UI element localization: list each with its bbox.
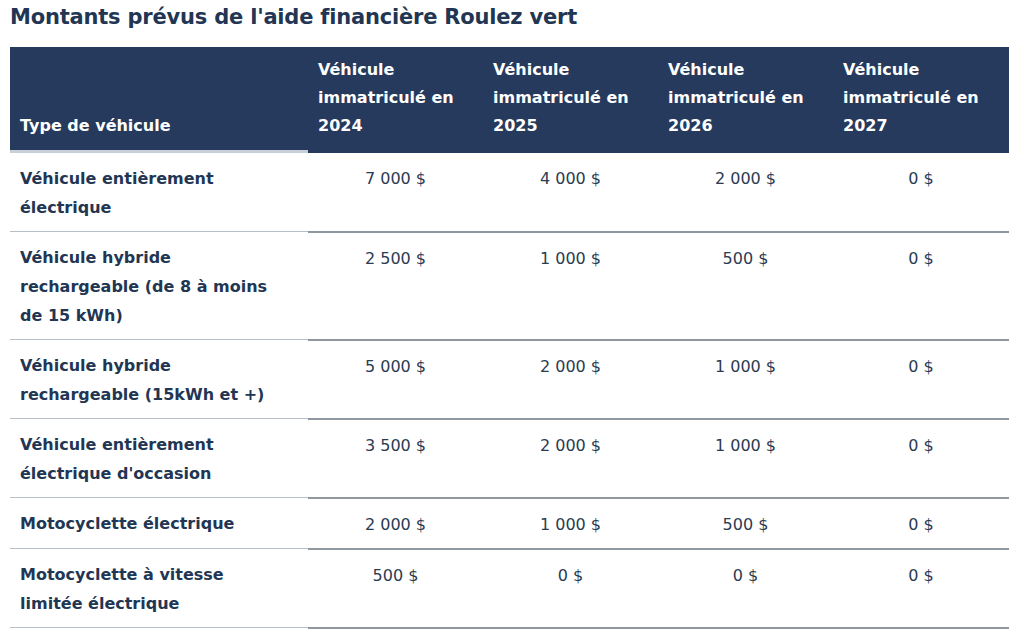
column-header-2025: Véhicule immatriculé en 2025	[483, 47, 658, 152]
amount-cell-2024: 2 500 $	[308, 232, 483, 340]
table-row: Véhicule entièrement électrique7 000 $4 …	[10, 152, 1009, 232]
amount-cell-2026: 500 $	[658, 232, 833, 340]
amount-cell-2025: 2 000 $	[483, 340, 658, 419]
page: Montants prévus de l'aide financière Rou…	[0, 0, 1024, 629]
amount-cell-2024: 2 000 $	[308, 498, 483, 549]
row-label: Motocyclette électrique	[10, 498, 308, 549]
row-label: Motocyclette à vitesse limitée électriqu…	[10, 549, 308, 628]
table-title: Montants prévus de l'aide financière Rou…	[10, 4, 1009, 31]
amount-cell-2024: 5 000 $	[308, 340, 483, 419]
table-row: Motocyclette électrique2 000 $1 000 $500…	[10, 498, 1009, 549]
amount-cell-2025: 2 000 $	[483, 419, 658, 498]
row-label: Véhicule entièrement électrique d'occasi…	[10, 419, 308, 498]
amount-cell-2025: 1 000 $	[483, 232, 658, 340]
amount-cell-2026: 1 000 $	[658, 419, 833, 498]
row-label: Véhicule entièrement électrique	[10, 152, 308, 232]
column-header-2026: Véhicule immatriculé en 2026	[658, 47, 833, 152]
table-row: Véhicule hybride rechargeable (15kWh et …	[10, 340, 1009, 419]
column-header-type: Type de véhicule	[10, 47, 308, 152]
row-label: Véhicule hybride rechargeable (de 8 à mo…	[10, 232, 308, 340]
amount-cell-2026: 0 $	[658, 549, 833, 628]
amount-cell-2024: 500 $	[308, 549, 483, 628]
amount-cell-2024: 7 000 $	[308, 152, 483, 232]
aid-amounts-table: Type de véhiculeVéhicule immatriculé en …	[10, 47, 1009, 629]
amount-cell-2027: 0 $	[833, 498, 1009, 549]
table-row: Véhicule hybride rechargeable (de 8 à mo…	[10, 232, 1009, 340]
amount-cell-2026: 2 000 $	[658, 152, 833, 232]
amount-cell-2027: 0 $	[833, 152, 1009, 232]
amount-cell-2027: 0 $	[833, 549, 1009, 628]
amount-cell-2026: 500 $	[658, 498, 833, 549]
amount-cell-2025: 1 000 $	[483, 498, 658, 549]
amount-cell-2024: 3 500 $	[308, 419, 483, 498]
column-header-2027: Véhicule immatriculé en 2027	[833, 47, 1009, 152]
amount-cell-2025: 0 $	[483, 549, 658, 628]
row-label: Véhicule hybride rechargeable (15kWh et …	[10, 340, 308, 419]
amount-cell-2025: 4 000 $	[483, 152, 658, 232]
amount-cell-2027: 0 $	[833, 340, 1009, 419]
amount-cell-2026: 1 000 $	[658, 340, 833, 419]
amount-cell-2027: 0 $	[833, 232, 1009, 340]
column-header-2024: Véhicule immatriculé en 2024	[308, 47, 483, 152]
header-row: Type de véhiculeVéhicule immatriculé en …	[10, 47, 1009, 152]
table-row: Véhicule entièrement électrique d'occasi…	[10, 419, 1009, 498]
amount-cell-2027: 0 $	[833, 419, 1009, 498]
table-row: Motocyclette à vitesse limitée électriqu…	[10, 549, 1009, 628]
